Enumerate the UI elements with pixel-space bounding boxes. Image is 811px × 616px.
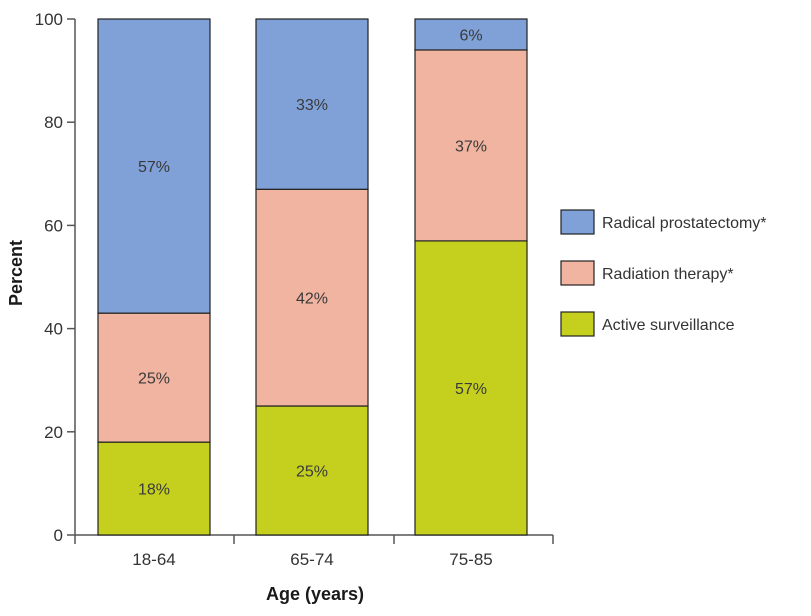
bar-segment: [255, 405, 369, 536]
data-label: 37%: [455, 138, 487, 155]
legend-label: Active surveillance: [602, 317, 735, 334]
y-tick-label: 40: [44, 320, 63, 339]
data-label: 25%: [296, 464, 328, 481]
legend-label: Radical prostatectomy*: [602, 215, 767, 232]
bar-segment: [414, 240, 528, 536]
y-tick-label: 20: [44, 423, 63, 442]
y-tick-label: 60: [44, 216, 63, 235]
legend-swatch: [560, 260, 595, 286]
data-label: 57%: [455, 381, 487, 398]
legend-swatch: [560, 209, 595, 235]
data-label: 42%: [296, 291, 328, 308]
bar-segment: [97, 312, 211, 443]
x-tick-label: 18-64: [132, 550, 175, 569]
axes: 0 20 40 60 80 100 18-64 65-74 75-85: [35, 10, 554, 569]
bars: [97, 18, 528, 536]
y-axis-title: Percent: [6, 240, 26, 306]
data-labels: 18% 25% 57% 25% 42% 33% 57% 37% 6%: [138, 27, 487, 498]
data-label: 6%: [459, 27, 482, 44]
y-tick-label: 0: [54, 526, 63, 545]
y-tick-label: 80: [44, 113, 63, 132]
legend-label: Radiation therapy*: [602, 266, 734, 283]
bar-segment: [255, 18, 369, 190]
x-tick-label: 65-74: [290, 550, 333, 569]
data-label: 33%: [296, 97, 328, 114]
data-label: 25%: [138, 371, 170, 388]
x-axis-title: Age (years): [266, 584, 364, 604]
data-label: 18%: [138, 482, 170, 499]
legend-swatch: [560, 311, 595, 337]
y-tick-label: 100: [35, 10, 63, 29]
bar-segment: [414, 49, 528, 242]
data-label: 57%: [138, 159, 170, 176]
legend: Radical prostatectomy* Radiation therapy*…: [560, 209, 767, 337]
x-tick-label: 75-85: [449, 550, 492, 569]
bar-segment: [97, 18, 211, 314]
bar-segment: [97, 441, 211, 536]
bar-segment: [414, 18, 528, 51]
